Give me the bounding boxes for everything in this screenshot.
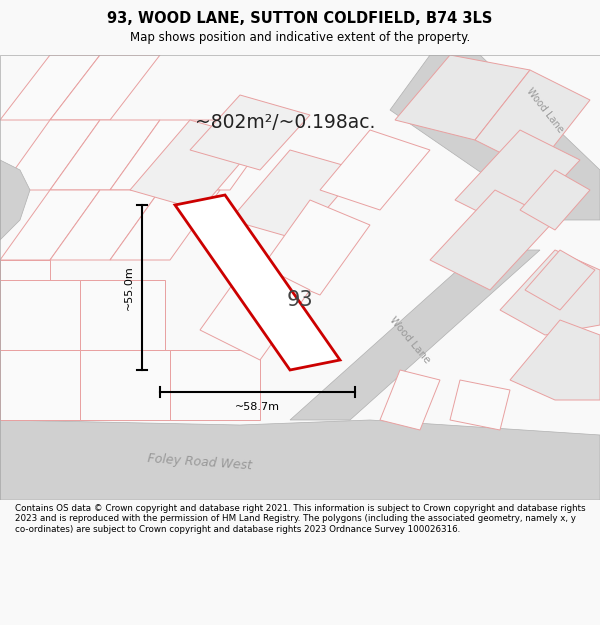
Polygon shape [50,55,160,120]
Polygon shape [80,350,170,420]
Text: Foley Road West: Foley Road West [147,452,253,472]
Polygon shape [450,380,510,430]
Polygon shape [80,280,165,350]
Polygon shape [50,120,160,190]
Polygon shape [175,195,340,370]
Text: 93, WOOD LANE, SUTTON COLDFIELD, B74 3LS: 93, WOOD LANE, SUTTON COLDFIELD, B74 3LS [107,11,493,26]
Polygon shape [260,200,370,295]
Polygon shape [0,190,100,260]
Polygon shape [520,170,590,230]
Polygon shape [290,250,540,420]
Polygon shape [0,420,600,500]
Polygon shape [170,350,260,420]
Polygon shape [390,55,600,220]
Polygon shape [110,120,220,190]
Polygon shape [230,150,360,240]
Polygon shape [525,250,595,310]
Text: ~58.7m: ~58.7m [235,402,280,412]
Polygon shape [395,55,530,140]
Polygon shape [430,190,555,290]
Polygon shape [160,120,280,190]
Polygon shape [200,260,310,360]
Polygon shape [510,320,600,400]
Polygon shape [190,95,310,170]
Text: Contains OS data © Crown copyright and database right 2021. This information is : Contains OS data © Crown copyright and d… [15,504,586,534]
Polygon shape [110,190,220,260]
Polygon shape [0,260,50,330]
Text: 93: 93 [287,290,313,310]
Text: Map shows position and indicative extent of the property.: Map shows position and indicative extent… [130,31,470,44]
Polygon shape [500,250,600,335]
Text: ~55.0m: ~55.0m [124,265,134,310]
Text: ~802m²/~0.198ac.: ~802m²/~0.198ac. [195,113,376,132]
Polygon shape [0,55,100,120]
Polygon shape [380,370,440,430]
Polygon shape [130,120,260,210]
Polygon shape [455,130,580,230]
Polygon shape [0,160,30,240]
Polygon shape [320,130,430,210]
Polygon shape [0,330,50,400]
Polygon shape [0,350,80,420]
Text: Wood Lane: Wood Lane [388,315,432,365]
Polygon shape [475,70,590,170]
Polygon shape [0,120,100,190]
Text: Wood Lane: Wood Lane [524,86,565,134]
Polygon shape [0,280,80,350]
Polygon shape [50,190,160,260]
